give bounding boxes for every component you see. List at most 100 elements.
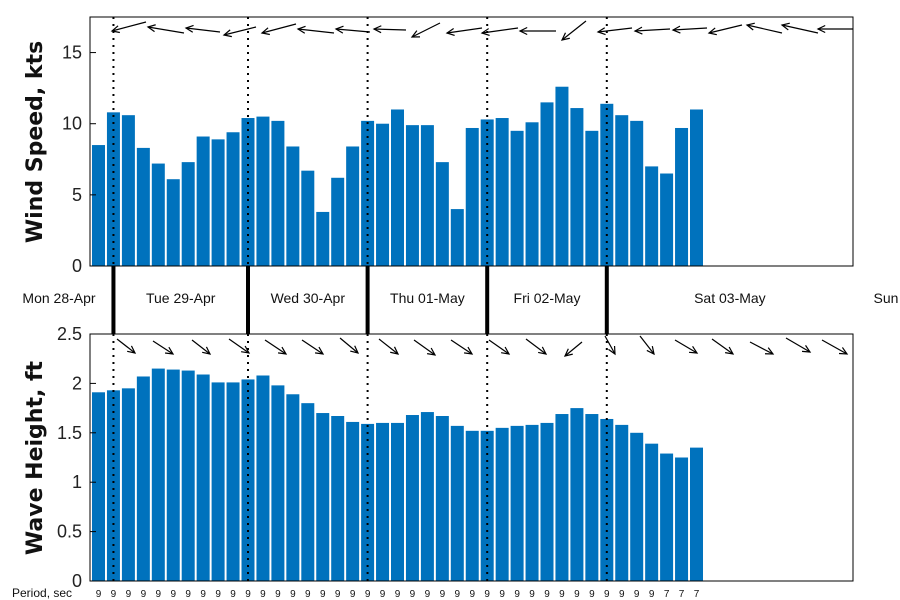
wave-arrow [339, 337, 359, 354]
wave-bar [92, 392, 105, 581]
wave-arrow [821, 339, 848, 355]
period-value: 9 [604, 589, 610, 600]
wave-arrow-head [538, 346, 548, 355]
wave-y-tick-label: 2.5 [57, 324, 82, 344]
wave-arrow-head [202, 346, 212, 355]
day-label: Thu 01-May [390, 290, 465, 306]
wind-bar [615, 115, 629, 266]
wind-bar [346, 146, 360, 266]
wave-bar [480, 430, 494, 581]
wave-arrow [378, 338, 399, 355]
wind-bar [420, 125, 434, 266]
period-value: 9 [111, 589, 117, 600]
wind-arrow [561, 20, 587, 41]
period-value: 9 [469, 589, 475, 600]
period-value: 9 [559, 589, 565, 600]
wave-bar [196, 374, 210, 581]
wind-arrow-head [707, 27, 717, 36]
wave-y-tick-label: 2 [72, 373, 82, 393]
period-value: 9 [126, 589, 132, 600]
wind-plot-frame [89, 16, 854, 267]
wind-arrow [297, 28, 335, 34]
wave-bar [331, 416, 345, 581]
wave-arrow-head [241, 345, 251, 354]
period-value: 9 [245, 589, 251, 600]
wave-arrow-head [427, 347, 437, 356]
wave-arrow-head [563, 348, 573, 357]
wave-bar [570, 408, 584, 581]
wave-arrow [228, 338, 250, 354]
day-label-strip: Mon 28-Apr Tue 29-Apr Wed 30-Apr Thu 01-May… [22, 266, 898, 334]
wind-arrow-head [372, 25, 382, 34]
wave-bar [211, 382, 225, 581]
wave-bar [660, 453, 674, 581]
wind-arrow-head [816, 24, 826, 34]
day-label: Sat 03-May [694, 290, 766, 306]
wind-bar [106, 112, 120, 267]
day-label: Sun [874, 290, 899, 306]
wind-bar [331, 177, 345, 266]
period-value: 9 [589, 589, 595, 600]
wave-arrow [152, 340, 174, 355]
period-value: 9 [440, 589, 446, 600]
wave-bar [271, 385, 285, 581]
wave-arrow [525, 338, 547, 355]
wind-arrow-head [184, 24, 194, 33]
wind-y-ticks: 0 5 10 15 [62, 43, 96, 276]
period-value: 7 [694, 589, 700, 600]
wind-bar [540, 102, 554, 266]
wind-arrow [223, 26, 257, 36]
wave-bar [555, 414, 569, 581]
wave-bar [525, 424, 539, 581]
wave-direction-arrows [116, 335, 849, 357]
wave-bar [690, 447, 703, 581]
wave-bar [256, 375, 270, 581]
wave-arrow [639, 335, 655, 355]
wind-y-tick-label: 10 [62, 114, 82, 134]
wind-arrow-head [110, 25, 120, 34]
wave-arrow [301, 339, 324, 355]
wind-y-tick-label: 5 [72, 185, 82, 205]
wave-bar [376, 422, 390, 581]
period-value: 9 [634, 589, 640, 600]
wind-bar [301, 170, 315, 266]
period-value: 9 [320, 589, 326, 600]
wind-bar [450, 209, 464, 266]
period-value: 9 [619, 589, 625, 600]
wave-arrow-head [463, 346, 474, 355]
period-value: 9 [185, 589, 191, 600]
wave-arrow [450, 339, 473, 355]
wind-bar [226, 132, 240, 266]
wind-bar [435, 162, 449, 266]
wave-bar [540, 422, 554, 581]
period-value: 9 [275, 589, 281, 600]
wind-bar [316, 211, 330, 266]
period-value: 9 [96, 589, 102, 600]
wind-arrow [634, 28, 671, 32]
wave-bar [391, 422, 404, 581]
wave-bar [630, 432, 644, 581]
wave-arrow [674, 339, 698, 354]
wave-bar [226, 382, 240, 581]
wave-bar [241, 379, 255, 581]
wave-bar [121, 388, 135, 581]
wind-bar [376, 123, 390, 266]
wind-arrow-head [410, 30, 421, 38]
period-value: 9 [230, 589, 236, 600]
wind-bar [555, 86, 569, 266]
period-value: 9 [141, 589, 147, 600]
wave-y-tick-label: 1 [72, 472, 82, 492]
wind-arrow-head [146, 24, 156, 33]
period-value: 9 [410, 589, 416, 600]
wind-bar [286, 146, 300, 266]
period-value: 9 [170, 589, 176, 600]
wind-arrow-head [260, 27, 270, 36]
period-value: 9 [395, 589, 401, 600]
wave-arrow-head [725, 346, 735, 355]
wave-bar [645, 443, 659, 581]
wind-arrow-head [560, 32, 570, 41]
day-label: Tue 29-Apr [146, 290, 216, 306]
period-value: 9 [335, 589, 341, 600]
wave-y-axis-label: Wave Height, ft [23, 360, 48, 555]
